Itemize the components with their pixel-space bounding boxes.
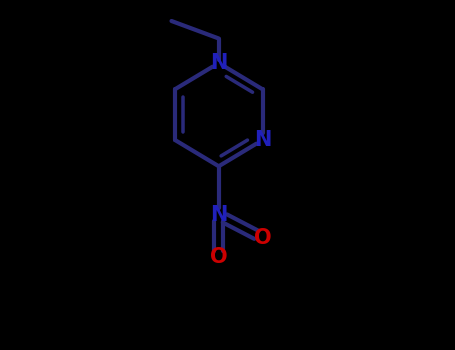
- Text: O: O: [254, 228, 271, 248]
- Text: N: N: [210, 53, 228, 73]
- Text: N: N: [210, 205, 228, 225]
- Text: N: N: [254, 130, 271, 150]
- Text: O: O: [210, 247, 228, 267]
